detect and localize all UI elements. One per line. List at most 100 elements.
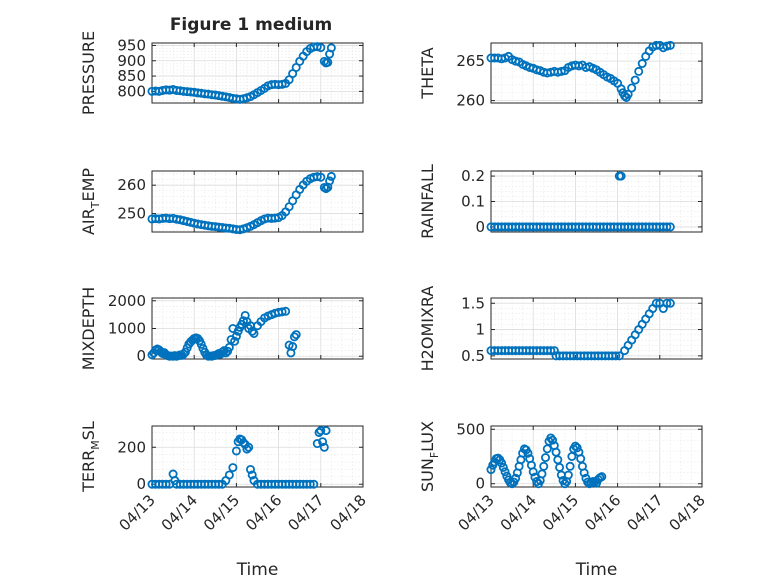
data-point — [523, 448, 533, 458]
data-point — [549, 346, 559, 356]
subplot-rainfall: 0 0.1 0.2 RAINFALL — [418, 164, 703, 239]
y-tick-label: 500 — [456, 420, 485, 438]
y-axis-label: H2OMIXRA — [418, 286, 437, 372]
data-point — [665, 298, 675, 308]
y-tick-label: 0 — [136, 347, 146, 365]
data-point — [245, 464, 255, 474]
data-point — [288, 342, 298, 352]
data-point — [305, 479, 315, 489]
data-point — [511, 56, 521, 66]
data-point — [277, 307, 287, 317]
data-point — [244, 442, 254, 452]
y-axis-label: MIXDEPTH — [79, 287, 98, 370]
data-point — [247, 470, 257, 480]
y-tick-label: 260 — [117, 176, 146, 194]
data-point — [597, 472, 607, 482]
data-point — [616, 171, 626, 181]
subplot-h2omixra: 0.5 1 1.5 H2OMIXRA — [418, 286, 703, 372]
data-point — [637, 59, 647, 69]
data-point — [662, 41, 672, 51]
data-point — [316, 426, 326, 436]
y-tick-label: 1 — [475, 321, 485, 339]
data-point — [281, 306, 291, 316]
data-point — [614, 351, 624, 361]
data-point — [326, 43, 336, 53]
data-point — [627, 83, 637, 93]
data-point — [611, 351, 621, 361]
axes-frame — [151, 170, 364, 233]
data-point — [170, 476, 180, 486]
series-markers — [147, 426, 331, 489]
x-tick-label: 04/13 — [116, 491, 159, 534]
series-markers — [486, 40, 675, 102]
data-point — [321, 426, 331, 436]
y-tick-label: 200 — [117, 438, 146, 456]
data-point — [242, 444, 252, 454]
series-markers — [486, 171, 675, 232]
y-tick-label: 2000 — [108, 292, 146, 310]
data-point — [238, 438, 248, 448]
y-tick-label: 260 — [456, 92, 485, 110]
y-axis-label-main: SUN — [418, 458, 437, 492]
data-point — [316, 172, 326, 182]
data-point — [548, 435, 558, 445]
series-markers — [147, 306, 301, 361]
y-tick-label: 800 — [117, 82, 146, 100]
data-point — [249, 328, 259, 338]
data-point — [662, 222, 672, 232]
data-point — [326, 171, 336, 181]
y-tick-label: 900 — [117, 52, 146, 70]
data-point — [312, 439, 322, 449]
y-tick-label: 0 — [136, 475, 146, 493]
series-markers — [147, 171, 336, 235]
data-point — [546, 346, 556, 356]
data-point — [321, 184, 331, 194]
data-point — [309, 479, 319, 489]
y-tick-label: 950 — [117, 36, 146, 54]
y-tick-label: 0.2 — [461, 167, 485, 185]
y-axis-label: RAINFALL — [418, 164, 437, 239]
data-point — [291, 330, 301, 340]
data-point — [528, 467, 538, 477]
figure-title: Figure 1 medium — [170, 15, 332, 35]
y-tick-label: 1000 — [108, 320, 146, 338]
data-point — [572, 443, 582, 453]
data-point — [541, 453, 551, 463]
data-point — [665, 222, 675, 232]
y-axis-label: SUNFLUX — [418, 421, 441, 492]
data-point — [228, 463, 238, 473]
grid — [491, 298, 702, 359]
x-tick-label: 04/18 — [666, 491, 709, 534]
y-tick-label: 250 — [117, 205, 146, 223]
y-axis-label-rest: EMP — [79, 168, 98, 202]
data-point — [560, 479, 570, 489]
data-point — [634, 66, 644, 76]
x-tick-label: 04/15 — [200, 491, 243, 534]
y-axis-label: AIRTEMP — [79, 168, 102, 235]
data-point — [563, 470, 573, 480]
y-axis-label-subscript: F — [428, 452, 441, 458]
data-point — [196, 339, 206, 349]
data-point — [249, 476, 259, 486]
x-tick-label: 04/16 — [581, 491, 624, 534]
y-axis-label-rest: LUX — [418, 421, 437, 452]
x-tick-label: 04/17 — [284, 491, 327, 534]
data-point — [630, 75, 640, 85]
data-point — [651, 298, 661, 308]
data-point — [556, 66, 566, 76]
x-tick-label: 04/17 — [623, 491, 666, 534]
data-point — [224, 470, 234, 480]
y-axis-label: TERRMSL — [79, 421, 102, 493]
series-markers — [486, 298, 675, 361]
x-tick-label: 04/13 — [455, 491, 498, 534]
data-point — [497, 458, 507, 468]
y-axis-label: THETA — [418, 47, 437, 99]
y-tick-label: 0.1 — [461, 193, 485, 211]
y-tick-label: 0.5 — [461, 347, 485, 365]
x-axis-label: Time — [236, 560, 279, 580]
data-point — [579, 468, 589, 478]
series-markers — [147, 42, 336, 104]
axes-frame — [151, 42, 364, 104]
